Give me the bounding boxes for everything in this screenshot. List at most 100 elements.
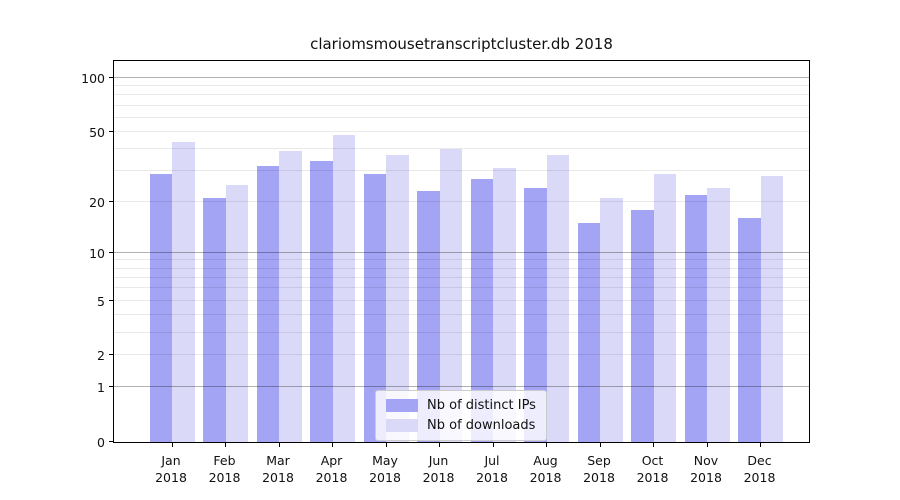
x-label-year: 2018	[529, 470, 562, 485]
x-tick-apr	[332, 443, 333, 447]
x-label-month: Feb	[213, 453, 236, 468]
x-label-month: Apr	[320, 453, 343, 468]
bar-distinct-ips-oct	[631, 209, 654, 442]
x-tick-label-jun: Jun 2018	[407, 452, 471, 486]
bar-distinct-ips-feb	[203, 198, 226, 442]
y-tick-2	[109, 354, 113, 356]
y-tick-50	[109, 130, 113, 132]
gridline-minor-90	[114, 84, 809, 86]
x-tick-jul	[492, 443, 494, 447]
x-tick-label-aug: Aug 2018	[514, 452, 578, 486]
bar-distinct-ips-dec	[738, 218, 761, 442]
x-tick-sep	[599, 443, 601, 447]
bar-downloads-dec	[760, 176, 783, 442]
legend-label-distinct-ips: Nb of distinct IPs	[427, 398, 536, 413]
bar-downloads-apr	[332, 134, 355, 442]
x-label-month: Dec	[747, 453, 772, 468]
x-label-month: Jan	[161, 453, 181, 468]
y-tick-20	[109, 200, 113, 202]
x-tick-label-jan: Jan 2018	[139, 452, 203, 486]
x-label-month: Mar	[266, 453, 290, 468]
x-tick-oct	[653, 443, 654, 447]
x-tick-label-feb: Feb 2018	[193, 452, 257, 486]
bar-distinct-ips-aug	[524, 187, 547, 442]
x-label-year: 2018	[422, 470, 455, 485]
x-tick-may	[385, 443, 387, 447]
x-tick-dec	[760, 443, 761, 447]
x-tick-jan	[171, 443, 173, 447]
x-label-year: 2018	[369, 470, 401, 485]
x-tick-label-apr: Apr 2018	[300, 452, 364, 486]
x-tick-label-may: May 2018	[353, 452, 417, 486]
x-label-year: 2018	[743, 470, 776, 485]
x-tick-nov	[706, 443, 708, 447]
x-label-month: Oct	[641, 453, 664, 468]
x-tick-aug	[546, 443, 547, 447]
legend-item-downloads: Nb of downloads	[386, 418, 536, 433]
bar-downloads-may	[386, 154, 409, 442]
bar-distinct-ips-jul	[470, 179, 493, 442]
legend: Nb of distinct IPs Nb of downloads	[375, 390, 547, 441]
bar-downloads-jan	[172, 141, 195, 442]
legend-item-distinct-ips: Nb of distinct IPs	[386, 398, 536, 413]
x-tick-label-oct: Oct 2018	[621, 452, 685, 486]
y-tick-label-20: 20	[89, 194, 105, 210]
legend-swatch-distinct-ips	[386, 399, 418, 412]
bar-distinct-ips-apr	[310, 161, 333, 442]
y-tick-label-100: 100	[81, 70, 105, 86]
x-label-year: 2018	[690, 470, 722, 485]
bar-distinct-ips-jan	[149, 173, 172, 442]
x-tick-jun	[439, 443, 440, 447]
bar-distinct-ips-sep	[577, 223, 600, 442]
x-label-month: Aug	[533, 453, 558, 468]
bar-downloads-aug	[546, 154, 569, 442]
y-tick-label-2: 2	[97, 348, 105, 364]
legend-label-downloads: Nb of downloads	[427, 418, 536, 433]
gridline-major-100	[114, 76, 809, 78]
x-tick-label-sep: Sep 2018	[567, 452, 631, 486]
y-tick-100	[109, 76, 113, 78]
x-tick-label-mar: Mar 2018	[246, 452, 310, 486]
y-tick-label-1: 1	[97, 380, 105, 396]
bar-distinct-ips-jun	[417, 191, 440, 442]
bar-downloads-jun	[439, 148, 462, 442]
gridline-minor-60	[114, 116, 809, 118]
gridline-minor-80	[114, 94, 809, 96]
y-tick-label-5: 5	[97, 293, 105, 309]
bar-distinct-ips-may	[363, 173, 386, 442]
x-label-year: 2018	[155, 470, 187, 485]
gridline-minor-50	[114, 130, 809, 132]
chart-title: clariomsmousetranscriptcluster.db 2018	[310, 35, 613, 53]
bar-downloads-jul	[493, 168, 516, 442]
x-tick-label-dec: Dec 2018	[728, 452, 792, 486]
x-label-month: Nov	[693, 453, 719, 468]
legend-swatch-downloads	[386, 419, 418, 432]
bar-downloads-feb	[225, 184, 248, 442]
x-label-month: Jun	[428, 453, 449, 468]
bar-distinct-ips-nov	[684, 194, 707, 442]
gridline-minor-70	[114, 104, 809, 106]
bar-downloads-oct	[653, 173, 676, 442]
y-tick-0	[109, 441, 113, 442]
x-label-year: 2018	[315, 470, 348, 485]
plot-area: Nb of distinct IPs Nb of downloads	[109, 60, 810, 447]
y-tick-label-10: 10	[89, 245, 105, 261]
x-label-year: 2018	[262, 470, 294, 485]
x-tick-feb	[225, 443, 226, 447]
x-tick-label-jul: Jul 2018	[460, 452, 524, 486]
bar-distinct-ips-mar	[256, 166, 279, 442]
x-label-year: 2018	[583, 470, 615, 485]
x-label-month: May	[372, 453, 398, 468]
x-label-year: 2018	[476, 470, 508, 485]
x-tick-label-nov: Nov 2018	[674, 452, 738, 486]
y-tick-10	[109, 251, 113, 253]
x-label-year: 2018	[208, 470, 241, 485]
x-label-month: Jul	[484, 453, 500, 468]
x-tick-mar	[278, 443, 280, 447]
y-tick-label-50: 50	[89, 124, 105, 140]
bar-downloads-mar	[279, 150, 302, 442]
x-label-year: 2018	[636, 470, 669, 485]
x-label-month: Sep	[587, 453, 611, 468]
y-tick-1	[109, 386, 113, 388]
